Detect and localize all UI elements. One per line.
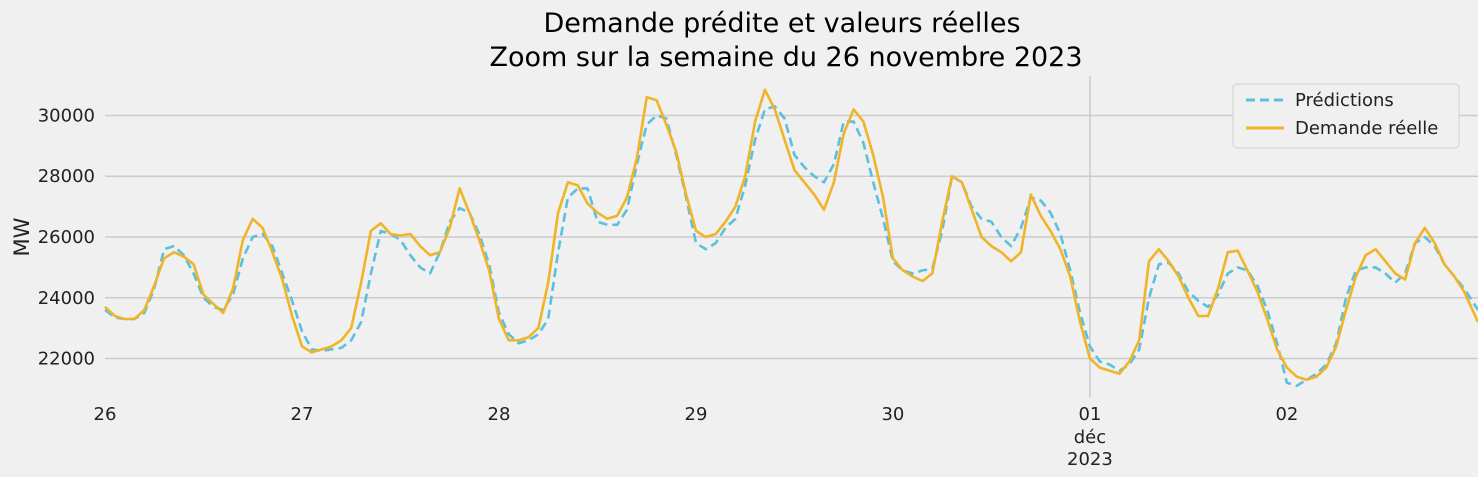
x-tick-label: 30 — [881, 404, 904, 425]
chart-subtitle: Zoom sur la semaine du 26 novembre 2023 — [489, 42, 1082, 73]
y-tick-label: 26000 — [38, 227, 95, 248]
x-tick-label: 28 — [488, 404, 511, 425]
legend-label-actual: Demande réelle — [1295, 118, 1438, 139]
x-tick-sublabel: 2023 — [1067, 449, 1113, 470]
y-tick-label: 22000 — [38, 349, 95, 370]
y-tick-label: 28000 — [38, 166, 95, 187]
x-tick-sublabel: déc — [1074, 427, 1106, 448]
x-tick-label: 26 — [94, 404, 117, 425]
legend-label-predictions: Prédictions — [1295, 90, 1394, 111]
x-tick-label: 27 — [291, 404, 314, 425]
y-tick-labels: 22000 24000 26000 28000 30000 — [38, 105, 95, 369]
series-line-1 — [104, 88, 1478, 382]
x-tick-label: 01 — [1078, 404, 1101, 425]
y-tick-label: 30000 — [38, 105, 95, 126]
chart-title: Demande prédite et valeurs réelles — [543, 8, 1020, 39]
y-tick-label: 24000 — [38, 288, 95, 309]
x-tick-label: 02 — [1275, 404, 1298, 425]
x-tick-label: 29 — [685, 404, 708, 425]
series-lines — [104, 88, 1478, 388]
y-axis-label: MW — [10, 217, 34, 256]
series-line-0 — [104, 105, 1478, 388]
grid — [105, 76, 1478, 398]
legend: Prédictions Demande réelle — [1232, 83, 1460, 149]
legend-box — [1232, 83, 1460, 149]
